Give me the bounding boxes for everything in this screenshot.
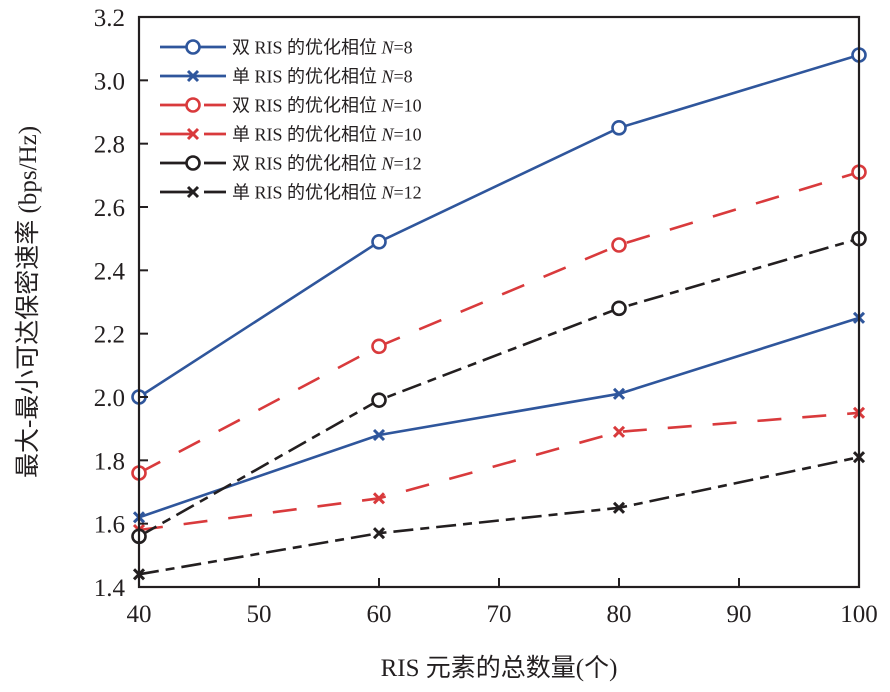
series-4	[131, 230, 867, 545]
x-tick-label: 70	[487, 601, 512, 628]
legend-circle-marker	[185, 97, 201, 113]
series-line	[138, 170, 860, 475]
legend-x-marker	[186, 127, 200, 141]
data-point-x-marker	[612, 425, 626, 438]
legend-label: 双 RIS 的优化相位 N=8	[232, 38, 413, 58]
legend-item: 单 RIS 的优化相位 N=8	[160, 67, 413, 87]
legend-item: 单 RIS 的优化相位 N=12	[160, 183, 422, 203]
x-tick-label: 50	[247, 601, 272, 628]
legend-label: 双 RIS 的优化相位 N=10	[232, 96, 422, 116]
y-axis-label: 最大-最小可达保密速率 (bps/Hz)	[14, 126, 42, 478]
x-tick-label: 90	[727, 601, 752, 628]
data-point-x-marker	[372, 527, 386, 540]
data-point-x-marker	[612, 501, 626, 514]
data-point-x-marker	[372, 492, 386, 505]
x-tick-label: 80	[607, 601, 632, 628]
legend-circle-marker	[185, 39, 201, 55]
series-line	[138, 53, 860, 399]
x-tick-label: 40	[127, 601, 152, 628]
y-tick-labels: 1.4 1.6 1.8 2.0 2.2 2.4 2.6 2.8 3.0 3.2	[94, 5, 126, 602]
y-tick-label: 2.0	[94, 385, 125, 412]
x-tick-label: 60	[367, 601, 392, 628]
series-line	[138, 237, 860, 538]
y-tick-label: 3.2	[94, 5, 125, 32]
legend-item: 双 RIS 的优化相位 N=12	[160, 154, 422, 174]
y-tick-label: 2.4	[94, 258, 126, 285]
y-tick-label: 1.4	[94, 575, 126, 602]
legend-label: 单 RIS 的优化相位 N=12	[232, 183, 422, 203]
series-line	[138, 411, 860, 532]
x-tick-label: 100	[840, 601, 878, 628]
legend-label: 单 RIS 的优化相位 N=10	[232, 125, 422, 145]
legend-label: 双 RIS 的优化相位 N=12	[232, 154, 422, 174]
x-tick-labels: 40 50 60 70 80 90 100	[127, 601, 878, 628]
y-tick-label: 1.8	[94, 448, 125, 475]
legend-x-marker	[186, 69, 200, 83]
series-line	[138, 316, 860, 519]
data-point-circle-marker	[611, 120, 627, 136]
data-point-x-marker	[612, 387, 626, 400]
data-point-x-marker	[372, 428, 386, 442]
legend-item: 双 RIS 的优化相位 N=10	[160, 96, 422, 116]
y-tick-label: 3.0	[94, 68, 125, 95]
series-1	[132, 311, 866, 524]
legend-label: 单 RIS 的优化相位 N=8	[232, 67, 413, 87]
data-point-circle-marker	[371, 338, 387, 355]
legend-x-marker	[186, 185, 200, 199]
y-tick-label: 2.8	[94, 132, 125, 159]
y-tick-label: 2.2	[94, 322, 125, 349]
data-point-circle-marker	[611, 300, 627, 317]
legend-circle-marker	[185, 155, 201, 171]
series-5	[132, 451, 866, 581]
legend: 双 RIS 的优化相位 N=8 单 RIS 的优化相位 N=8 双 RIS 的优化相…	[160, 38, 422, 203]
axis-ticks	[139, 79, 740, 587]
data-point-circle-marker	[371, 234, 387, 250]
x-axis-label: RIS 元素的总数量(个)	[381, 654, 618, 682]
legend-item: 双 RIS 的优化相位 N=8	[160, 38, 413, 58]
data-point-circle-marker	[611, 237, 627, 253]
data-point-circle-marker	[371, 392, 387, 408]
y-tick-label: 1.6	[94, 512, 125, 539]
series-line	[138, 455, 860, 576]
y-tick-label: 2.6	[94, 195, 125, 222]
series-2	[131, 164, 867, 481]
series-3	[132, 406, 866, 537]
legend-item: 单 RIS 的优化相位 N=10	[160, 125, 422, 145]
